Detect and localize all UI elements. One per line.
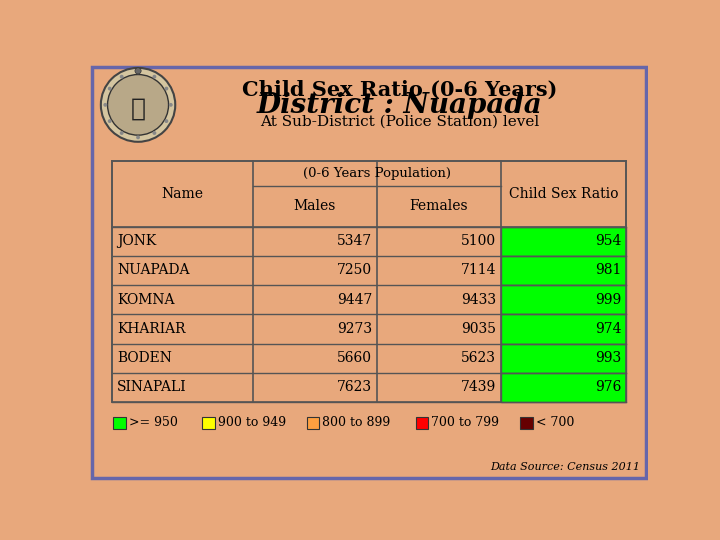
Text: 993: 993 bbox=[595, 351, 621, 365]
Circle shape bbox=[135, 68, 141, 74]
Circle shape bbox=[104, 103, 107, 107]
Text: 7439: 7439 bbox=[461, 380, 496, 394]
Text: 9447: 9447 bbox=[337, 293, 372, 307]
Text: 5623: 5623 bbox=[461, 351, 496, 365]
Polygon shape bbox=[520, 417, 533, 429]
Text: 5660: 5660 bbox=[337, 351, 372, 365]
Polygon shape bbox=[307, 417, 320, 429]
Circle shape bbox=[164, 119, 168, 123]
Text: Child Sex Ratio (0-6 Years): Child Sex Ratio (0-6 Years) bbox=[243, 79, 558, 99]
Circle shape bbox=[108, 119, 112, 123]
Text: 700 to 799: 700 to 799 bbox=[431, 416, 499, 429]
Text: 981: 981 bbox=[595, 264, 621, 278]
Circle shape bbox=[107, 75, 168, 135]
Text: Data Source: Census 2011: Data Source: Census 2011 bbox=[490, 462, 640, 472]
Polygon shape bbox=[500, 314, 626, 343]
Polygon shape bbox=[112, 161, 626, 402]
Polygon shape bbox=[500, 343, 626, 373]
Text: 7623: 7623 bbox=[337, 380, 372, 394]
Circle shape bbox=[136, 136, 140, 139]
Polygon shape bbox=[500, 256, 626, 285]
Text: 🦁: 🦁 bbox=[130, 97, 145, 120]
Text: JONK: JONK bbox=[117, 234, 156, 248]
Text: At Sub-District (Police Station) level: At Sub-District (Police Station) level bbox=[261, 115, 539, 129]
Text: 9273: 9273 bbox=[337, 322, 372, 336]
Text: < 700: < 700 bbox=[536, 416, 574, 429]
Text: 9433: 9433 bbox=[461, 293, 496, 307]
Text: Males: Males bbox=[294, 199, 336, 213]
Text: 974: 974 bbox=[595, 322, 621, 336]
Text: 5100: 5100 bbox=[461, 234, 496, 248]
Text: 7250: 7250 bbox=[337, 264, 372, 278]
Polygon shape bbox=[113, 417, 126, 429]
Circle shape bbox=[120, 75, 124, 79]
Circle shape bbox=[101, 68, 175, 142]
Text: >= 950: >= 950 bbox=[129, 416, 178, 429]
Text: 9035: 9035 bbox=[461, 322, 496, 336]
Circle shape bbox=[153, 131, 156, 135]
Text: NUAPADA: NUAPADA bbox=[117, 264, 189, 278]
Polygon shape bbox=[500, 226, 626, 256]
Polygon shape bbox=[500, 285, 626, 314]
Text: Females: Females bbox=[410, 199, 468, 213]
Text: Child Sex Ratio: Child Sex Ratio bbox=[509, 187, 618, 201]
Text: 999: 999 bbox=[595, 293, 621, 307]
Circle shape bbox=[120, 131, 124, 135]
Circle shape bbox=[136, 70, 140, 74]
Text: KOMNA: KOMNA bbox=[117, 293, 175, 307]
Text: Name: Name bbox=[161, 187, 203, 201]
Text: 900 to 949: 900 to 949 bbox=[218, 416, 286, 429]
Circle shape bbox=[169, 103, 173, 107]
Text: (0-6 Years Population): (0-6 Years Population) bbox=[302, 167, 451, 180]
Polygon shape bbox=[415, 417, 428, 429]
Circle shape bbox=[108, 86, 112, 91]
Text: BODEN: BODEN bbox=[117, 351, 172, 365]
Circle shape bbox=[153, 75, 156, 79]
Text: 800 to 899: 800 to 899 bbox=[323, 416, 391, 429]
Text: District : Nuapada: District : Nuapada bbox=[257, 92, 543, 119]
Text: 5347: 5347 bbox=[337, 234, 372, 248]
Text: 976: 976 bbox=[595, 380, 621, 394]
Circle shape bbox=[164, 86, 168, 91]
Polygon shape bbox=[500, 373, 626, 402]
Text: SINAPALI: SINAPALI bbox=[117, 380, 186, 394]
Polygon shape bbox=[202, 417, 215, 429]
Text: 954: 954 bbox=[595, 234, 621, 248]
Text: 7114: 7114 bbox=[461, 264, 496, 278]
Text: KHARIAR: KHARIAR bbox=[117, 322, 186, 336]
